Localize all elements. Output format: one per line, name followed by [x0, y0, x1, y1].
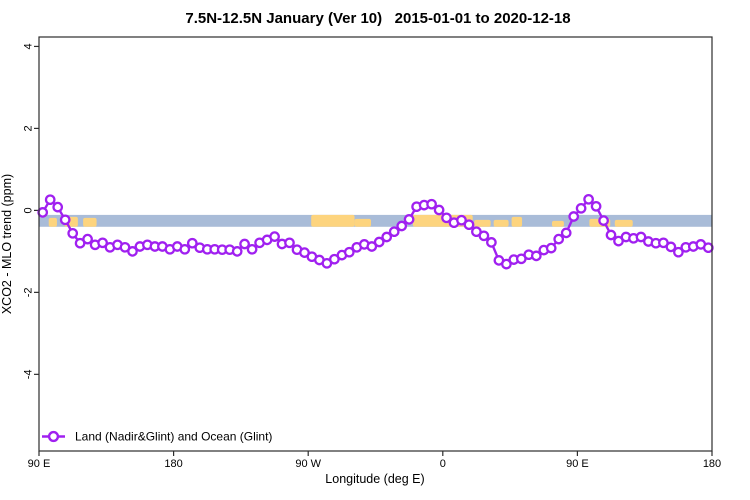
- land-patch: [551, 220, 564, 227]
- data-point: [403, 214, 415, 225]
- data-point: [44, 194, 56, 206]
- data-point: [37, 207, 49, 218]
- data-point: [463, 219, 475, 231]
- data-point: [97, 237, 108, 249]
- x-tick-label: 90 W: [295, 458, 321, 470]
- x-tick-label: 90 E: [566, 458, 589, 470]
- series-layer: [37, 193, 714, 270]
- data-point: [665, 241, 677, 253]
- data-point: [186, 237, 198, 249]
- data-point: [67, 227, 79, 239]
- data-point: [553, 233, 565, 245]
- chart-title: 7.5N-12.5N January (Ver 10) 2015-01-01 t…: [185, 10, 570, 27]
- land-patch: [354, 218, 372, 227]
- data-point: [702, 242, 714, 254]
- y-tick-label: -2: [23, 287, 35, 297]
- data-point: [127, 246, 138, 257]
- y-tick-label: 0: [23, 207, 35, 213]
- data-point: [560, 227, 572, 239]
- data-point: [501, 258, 512, 270]
- y-tick-label: -4: [23, 369, 35, 379]
- data-point: [59, 214, 71, 226]
- data-point: [246, 243, 258, 255]
- data-point: [635, 231, 647, 243]
- data-point: [673, 246, 684, 258]
- data-point: [366, 241, 378, 252]
- data-point: [426, 198, 437, 210]
- y-tick-label: 2: [23, 125, 35, 131]
- y-axis-label: XCO2 - MLO trend (ppm): [0, 174, 14, 314]
- data-point: [478, 230, 490, 242]
- land-patch: [83, 217, 97, 227]
- axes-layer: 90 E 180 90 W 0 90 E 180 -4 -2 0 2 4: [23, 43, 722, 470]
- map-band-layer: [39, 214, 712, 227]
- x-tick-label: 180: [703, 458, 721, 470]
- data-point: [598, 215, 609, 226]
- y-tick-label: 4: [23, 43, 35, 49]
- data-point: [433, 204, 445, 216]
- data-point: [82, 233, 93, 245]
- data-point: [590, 200, 602, 212]
- data-point: [388, 226, 400, 238]
- data-point: [545, 242, 557, 254]
- x-axis-label: Longitude (deg E): [325, 472, 424, 486]
- data-point: [269, 231, 280, 242]
- land-patch: [474, 219, 491, 227]
- land-patch: [48, 217, 57, 227]
- land-patch: [493, 219, 509, 227]
- data-point: [239, 238, 250, 250]
- data-point: [396, 220, 408, 232]
- x-tick-label: 180: [164, 458, 182, 470]
- data-point: [583, 193, 594, 205]
- data-point: [605, 229, 617, 241]
- land-patch: [511, 216, 523, 227]
- data-point: [373, 236, 385, 248]
- legend-open-circle-marker: [47, 430, 60, 443]
- data-point: [441, 212, 452, 224]
- data-point: [530, 250, 542, 262]
- data-point: [179, 243, 191, 255]
- data-point: [231, 246, 243, 257]
- data-point: [575, 202, 587, 214]
- legend-label: Land (Nadir&Glint) and Ocean (Glint): [75, 430, 272, 444]
- data-point: [52, 201, 64, 213]
- legend: Land (Nadir&Glint) and Ocean (Glint): [42, 430, 272, 444]
- land-patch: [614, 219, 633, 227]
- plot-border: [38, 36, 713, 452]
- land-patch: [311, 214, 355, 227]
- x-tick-label: 90 E: [28, 458, 51, 470]
- data-point: [343, 246, 355, 258]
- data-point: [568, 211, 580, 222]
- x-tick-label: 0: [440, 458, 446, 470]
- data-point: [456, 214, 467, 226]
- data-point: [486, 237, 497, 248]
- data-point: [284, 237, 295, 249]
- ocean-band: [39, 214, 712, 227]
- data-point: [381, 231, 393, 243]
